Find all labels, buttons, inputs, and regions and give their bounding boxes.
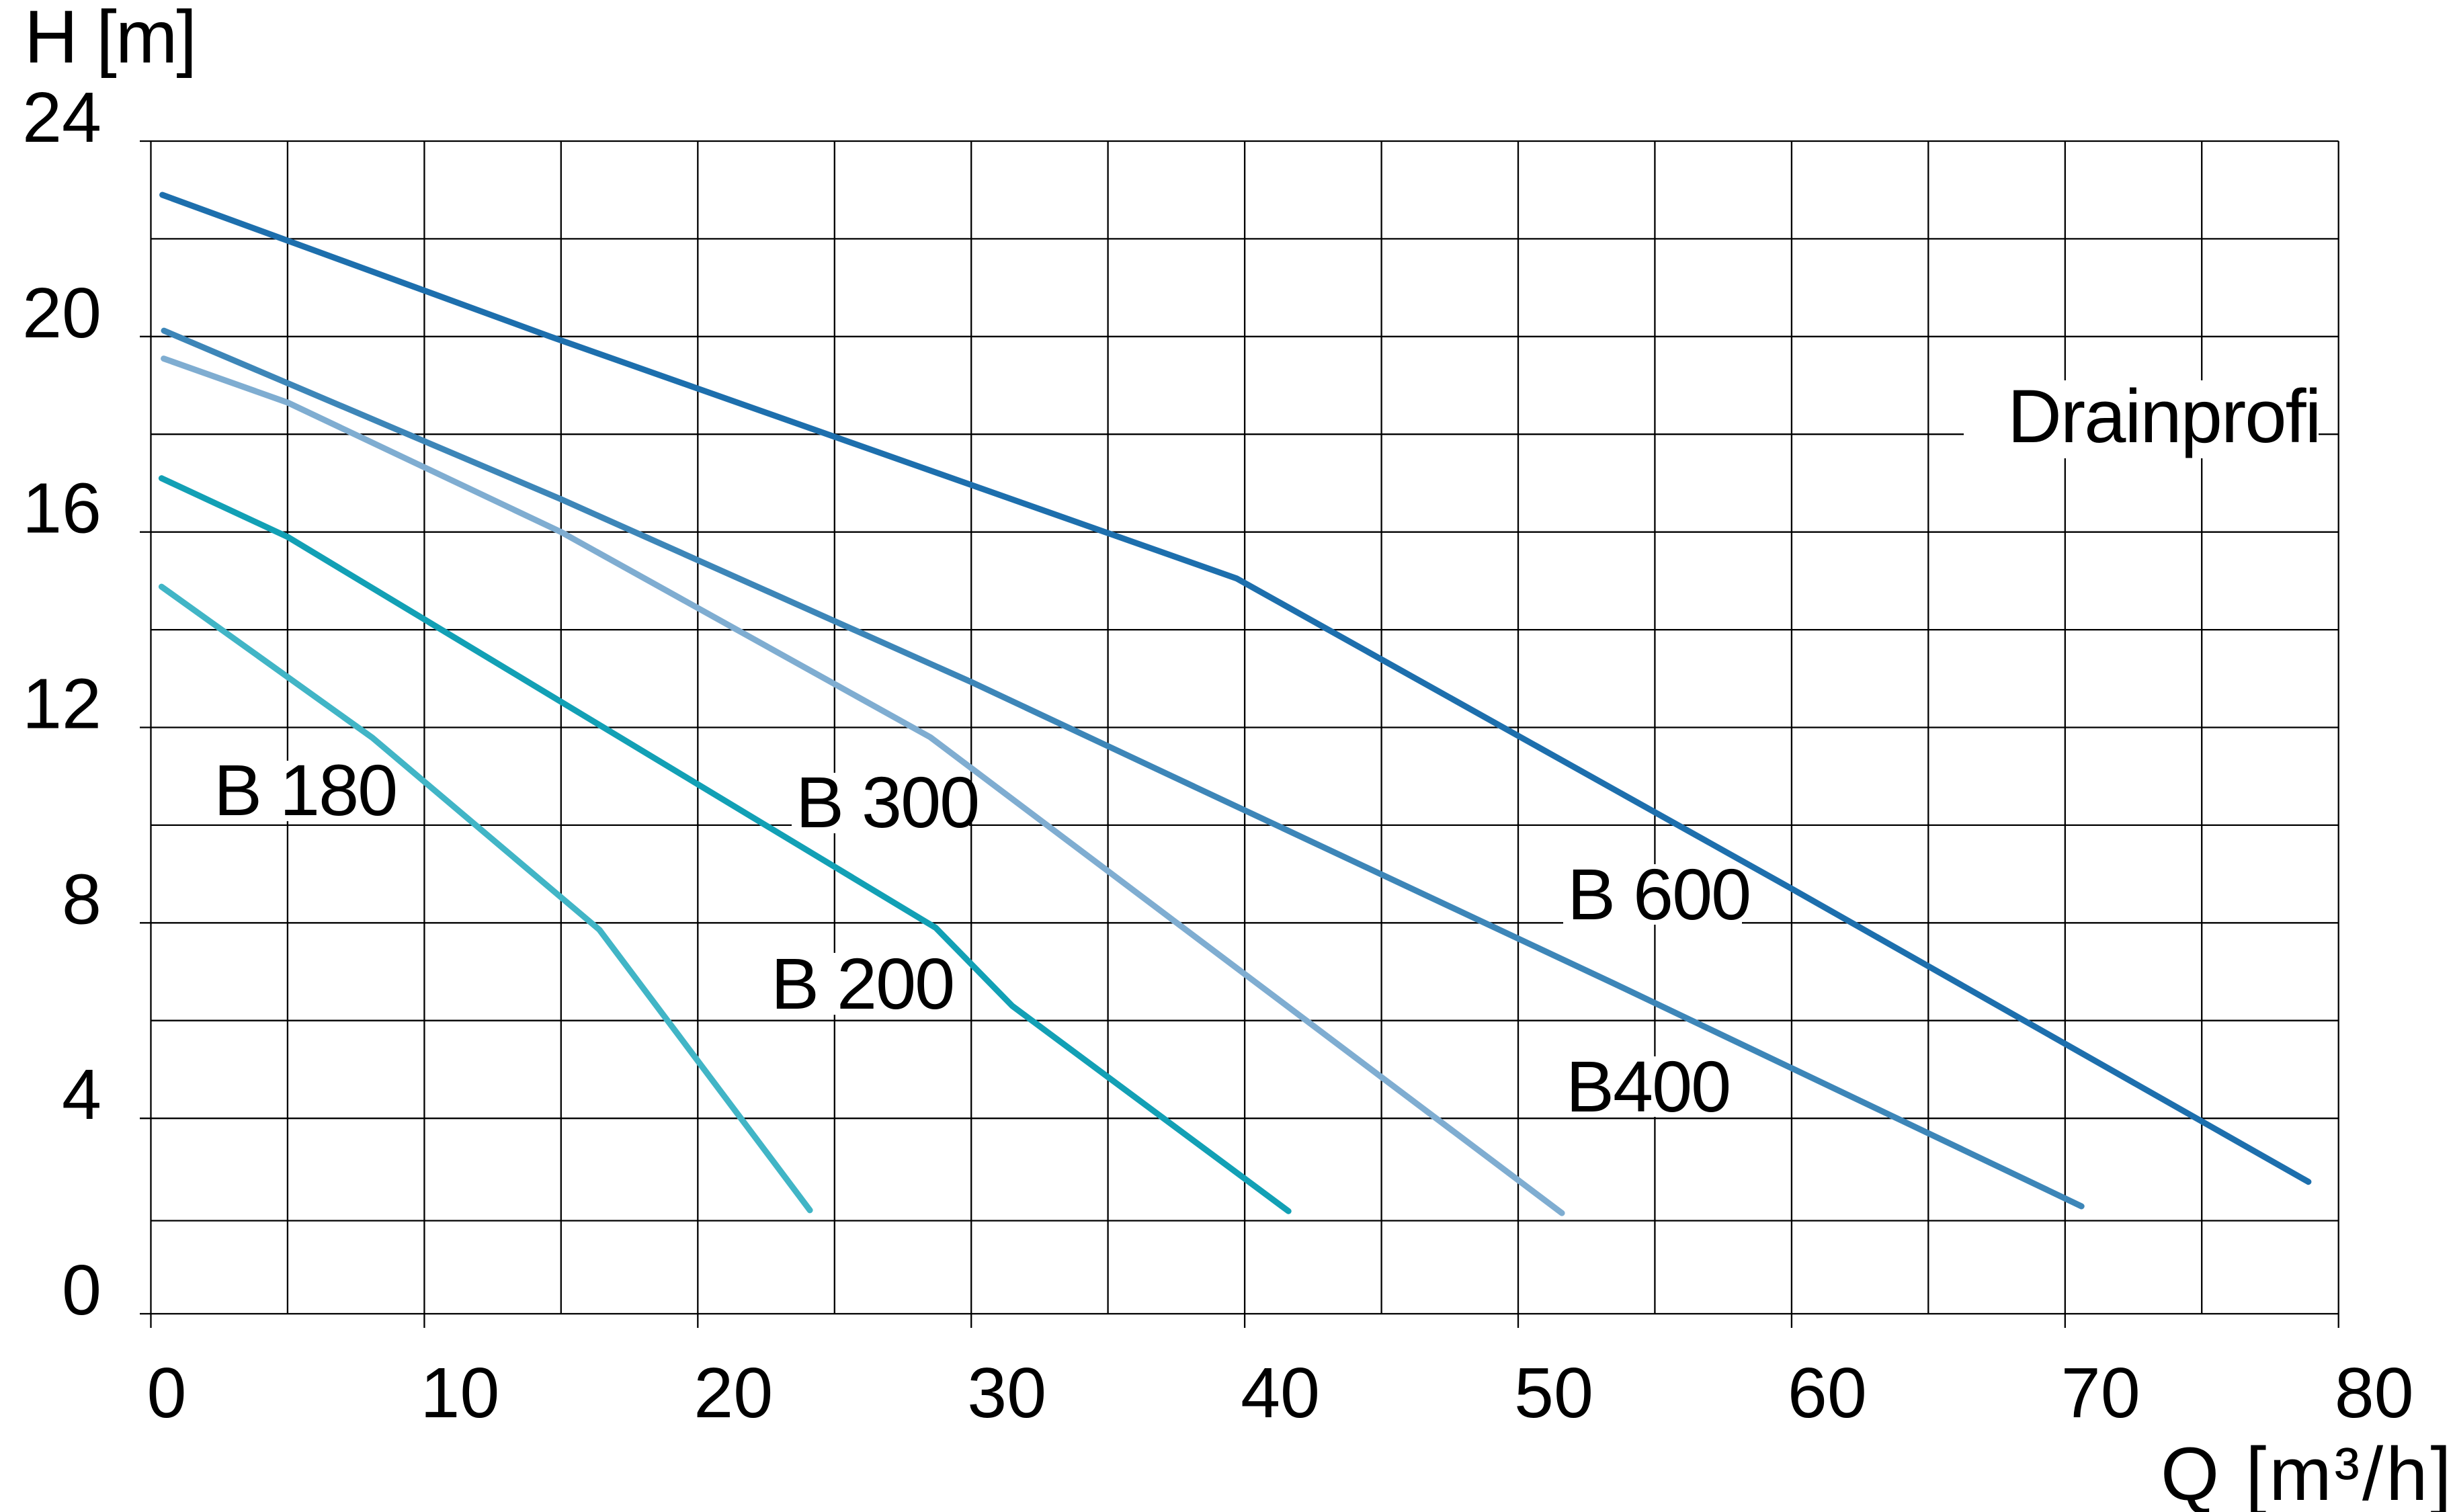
svg-text:8: 8 (62, 859, 101, 939)
svg-text:0: 0 (62, 1251, 101, 1330)
svg-text:20: 20 (22, 274, 101, 353)
svg-text:20: 20 (694, 1353, 773, 1433)
svg-text:30: 30 (967, 1353, 1046, 1433)
svg-text:B 600: B 600 (1567, 853, 1750, 935)
svg-text:B400: B400 (1566, 1046, 1730, 1127)
svg-text:B 180: B 180 (214, 749, 397, 831)
svg-text:16: 16 (22, 469, 101, 548)
svg-text:70: 70 (2061, 1353, 2140, 1433)
svg-text:0: 0 (147, 1353, 187, 1433)
svg-text:B 200: B 200 (771, 943, 954, 1024)
svg-text:40: 40 (1241, 1353, 1320, 1433)
svg-text:4: 4 (62, 1055, 101, 1134)
svg-text:80: 80 (2335, 1353, 2414, 1433)
svg-text:60: 60 (1788, 1353, 1867, 1433)
svg-text:Q [m³/h]: Q [m³/h] (2161, 1432, 2454, 1512)
svg-text:12: 12 (22, 665, 101, 744)
svg-text:50: 50 (1514, 1353, 1593, 1433)
svg-text:B 300: B 300 (796, 761, 979, 843)
svg-text:10: 10 (420, 1353, 499, 1433)
svg-text:24: 24 (22, 78, 101, 157)
svg-text:H [m]: H [m] (24, 0, 196, 79)
svg-text:Drainprofi: Drainprofi (2007, 374, 2321, 458)
